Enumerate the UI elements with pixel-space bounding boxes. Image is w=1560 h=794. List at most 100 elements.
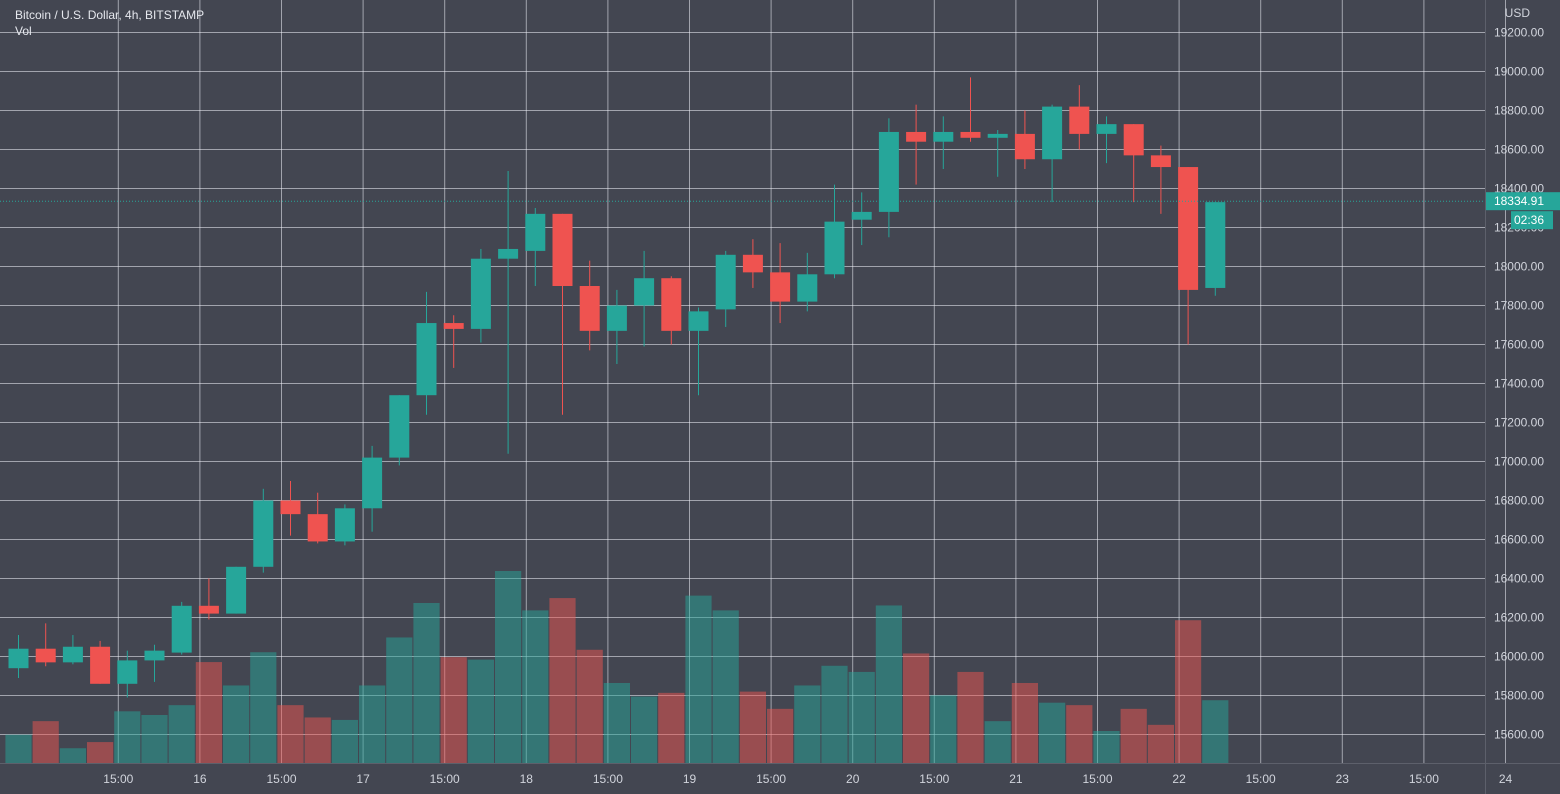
volume-bar	[794, 685, 821, 763]
price-tick-label: 19200.00	[1494, 26, 1544, 40]
time-tick-label: 19	[683, 772, 697, 786]
volume-bar	[1093, 731, 1120, 763]
time-tick-label: 21	[1009, 772, 1023, 786]
candle-body	[280, 500, 301, 515]
volume-bar	[141, 715, 168, 763]
price-tick-label: 17200.00	[1494, 416, 1544, 430]
candle-body	[1150, 155, 1171, 168]
volume-bar	[903, 653, 930, 763]
volume-bar	[1202, 700, 1229, 763]
time-tick-label: 20	[846, 772, 860, 786]
price-tick-label: 17400.00	[1494, 377, 1544, 391]
price-tick-label: 17000.00	[1494, 455, 1544, 469]
candle-body	[579, 286, 600, 331]
price-tick-label: 19000.00	[1494, 65, 1544, 79]
candle-body	[878, 131, 899, 212]
price-tick-label: 16800.00	[1494, 494, 1544, 508]
volume-bar	[930, 695, 957, 763]
volume-bar	[685, 595, 712, 763]
candle-body	[1178, 167, 1199, 290]
time-tick-label: 23	[1336, 772, 1350, 786]
candle-body	[226, 566, 247, 614]
candle-body	[960, 131, 981, 138]
candle-body	[1205, 202, 1226, 288]
candle-body	[606, 305, 627, 331]
candle-body	[171, 605, 192, 653]
time-tick-label: 24	[1499, 772, 1513, 786]
chart-legend: Bitcoin / U.S. Dollar, 4h, BITSTAMP Vol	[15, 7, 204, 39]
time-tick-label: 15:00	[919, 772, 949, 786]
volume-bar	[413, 603, 440, 763]
price-tick-label: 15600.00	[1494, 728, 1544, 742]
time-tick-label: 17	[356, 772, 370, 786]
volume-bar	[848, 671, 875, 763]
last-price-marker: 18334.91 02:36	[0, 192, 1560, 230]
candle-body	[35, 648, 56, 663]
currency-label: USD	[1505, 6, 1531, 20]
candle-body	[470, 258, 491, 329]
volume-bar	[1066, 705, 1093, 763]
candle-body	[715, 254, 736, 310]
volume-bar	[304, 717, 331, 763]
time-tick-label: 16	[193, 772, 207, 786]
candle-body	[851, 211, 872, 220]
candle-body	[552, 213, 573, 286]
last-price-tag	[1486, 192, 1560, 211]
candle-body	[824, 221, 845, 275]
candle-body	[987, 133, 1008, 138]
price-tick-label: 18000.00	[1494, 260, 1544, 274]
symbol-title[interactable]: Bitcoin / U.S. Dollar, 4h, BITSTAMP	[15, 8, 205, 22]
countdown-tag	[1511, 211, 1553, 230]
countdown-timer: 02:36	[1514, 213, 1544, 227]
volume-bar	[1120, 708, 1147, 763]
candle-body	[498, 248, 519, 259]
candle-body	[770, 272, 791, 302]
candle-body	[62, 646, 83, 663]
time-axis[interactable]: 15:00 16 15:00 17 15:00 18 15:00 19 15:00 20 15:00…	[103, 772, 1512, 786]
candle-body	[389, 395, 410, 458]
volume-bar	[168, 705, 195, 763]
volume-bar	[739, 691, 766, 763]
volume-bar	[1147, 724, 1174, 763]
candle-body	[117, 660, 138, 684]
volume-bar	[440, 657, 467, 763]
candle-body	[144, 650, 165, 661]
candle-body	[661, 278, 682, 331]
volume-bar	[359, 685, 386, 763]
time-tick-label: 15:00	[1246, 772, 1276, 786]
volume-bar	[767, 708, 794, 763]
volume-label[interactable]: Vol	[15, 24, 32, 38]
candle-body	[634, 278, 655, 306]
candle-body	[1123, 124, 1144, 156]
volume-bar	[277, 705, 304, 763]
candle-body	[253, 500, 274, 567]
price-tick-label: 17800.00	[1494, 299, 1544, 313]
volume-bar	[1039, 702, 1066, 763]
candle-body	[1069, 106, 1090, 134]
volume-bar	[495, 571, 522, 763]
price-axis[interactable]: 15600.00 15800.00 16000.00 16200.00 16400.00…	[1494, 6, 1544, 742]
candle-body	[933, 131, 954, 142]
candle-body	[334, 508, 355, 542]
price-tick-label: 16000.00	[1494, 650, 1544, 664]
time-tick-label: 15:00	[1409, 772, 1439, 786]
volume-bar	[658, 692, 685, 763]
candle-body	[906, 131, 927, 142]
volume-bar	[32, 721, 59, 763]
volume-bar	[522, 610, 549, 763]
price-tick-label: 18400.00	[1494, 182, 1544, 196]
last-price-value: 18334.91	[1494, 194, 1544, 208]
price-tick-label: 16200.00	[1494, 611, 1544, 625]
volume-bar	[603, 683, 630, 763]
candle-body	[416, 323, 437, 396]
price-tick-label: 16600.00	[1494, 533, 1544, 547]
price-tick-label: 16400.00	[1494, 572, 1544, 586]
price-candles	[8, 77, 1226, 698]
candle-body	[1042, 106, 1063, 160]
time-tick-label: 15:00	[103, 772, 133, 786]
volume-bar	[467, 659, 494, 763]
